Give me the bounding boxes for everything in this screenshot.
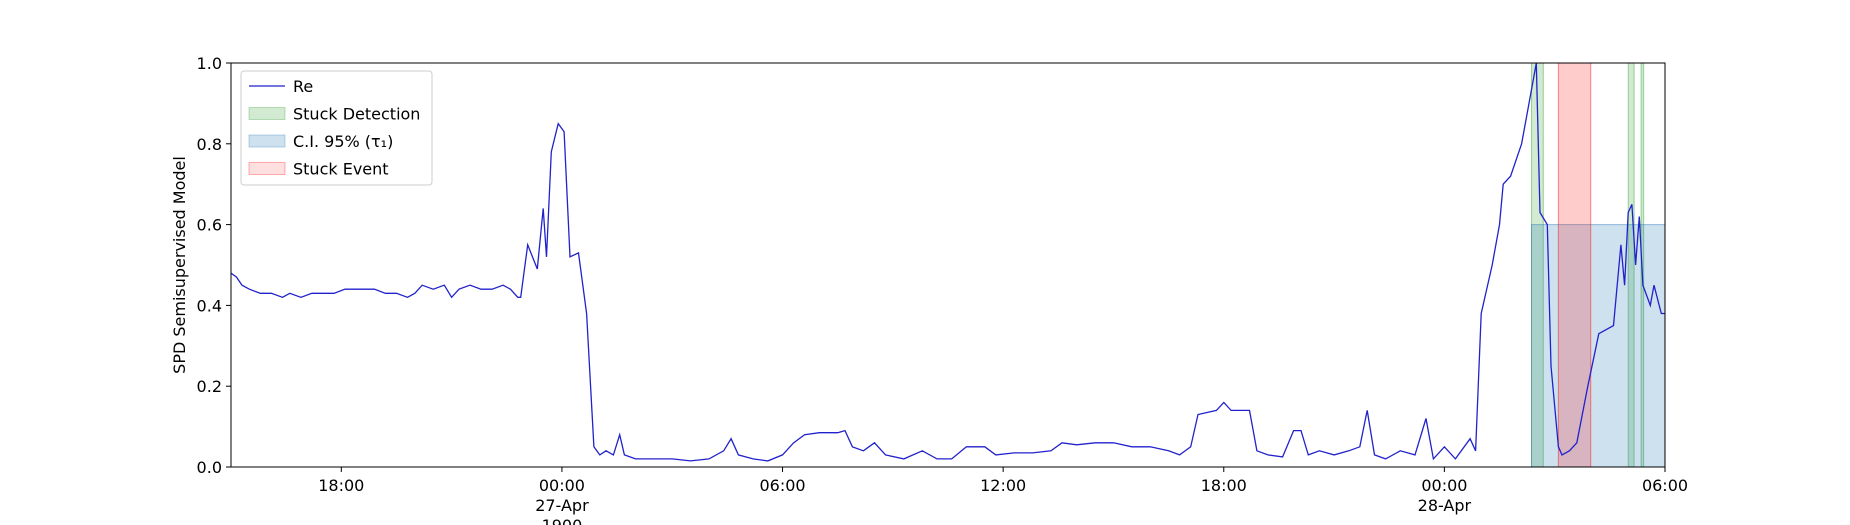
legend-label: Re [293,77,313,96]
x-tick-label: 06:00 [1642,476,1688,495]
legend-label: Stuck Event [293,160,389,179]
plot-frame [230,62,1666,468]
y-tick-label: 0.0 [197,458,222,477]
span [1531,224,1666,468]
y-tick-label: 0.4 [197,296,222,315]
y-tick-label: 1.0 [197,54,222,73]
x-tick-label: 18:00 [1201,476,1247,495]
x-tick-label: 12:00 [980,476,1026,495]
legend-swatch [248,134,286,148]
y-tick-label: 0.8 [197,135,222,154]
data-line [230,62,1665,462]
x-tick-label: 18:00 [318,476,364,495]
legend-swatch [248,162,286,175]
span [1557,62,1592,468]
legend-label: Stuck Detection [293,105,420,124]
y-tick-label: 0.6 [197,216,222,235]
legend-label: C.I. 95% (τ₁) [293,132,393,151]
y-axis-label: SPD Semisupervised Model [170,156,189,374]
legend-swatch [248,107,286,120]
x-tick-label: 00:00 28-Apr [1418,476,1472,515]
x-tick-label: 06:00 [759,476,805,495]
y-tick-label: 0.2 [197,377,222,396]
legend-box [240,70,433,186]
